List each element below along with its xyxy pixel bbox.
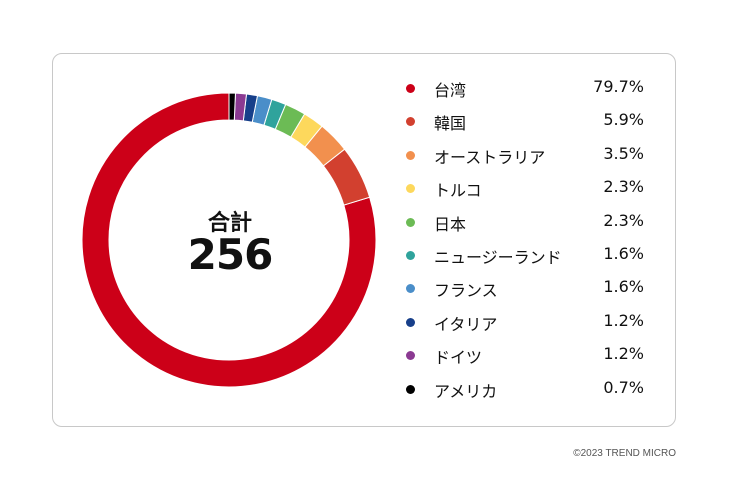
legend-value: 1.2%: [603, 310, 644, 330]
legend-dot: [406, 351, 415, 361]
center-total: 256: [187, 230, 274, 279]
legend-value: 3.5%: [603, 143, 644, 163]
legend-value: 2.3%: [603, 177, 644, 197]
legend-value: 1.2%: [603, 344, 644, 364]
legend-item: トルコ 2.3%: [400, 176, 650, 209]
legend-label: イタリア: [434, 314, 498, 334]
legend-value: 1.6%: [603, 243, 644, 263]
legend-value: 79.7%: [593, 77, 644, 96]
legend-item: ニュージーランド 1.6%: [400, 243, 650, 276]
legend-value: 2.3%: [603, 210, 644, 230]
legend-label: ニュージーランド: [434, 247, 562, 267]
legend-item: アメリカ 0.7%: [400, 377, 650, 410]
legend-label: オーストラリア: [434, 147, 546, 167]
legend-dot: [406, 250, 415, 260]
legend: 台湾 79.7% 韓国 5.9% オーストラリア 3.5% トルコ 2.3% 日本 2.3% ニュー…: [400, 76, 650, 410]
legend-item: イタリア 1.2%: [400, 310, 650, 343]
legend-label: トルコ: [434, 181, 482, 201]
legend-dot: [406, 217, 415, 227]
legend-dot: [406, 150, 415, 160]
legend-dot: [406, 84, 415, 93]
copyright-text: ©2023 TREND MICRO: [573, 448, 676, 459]
legend-dot: [406, 317, 415, 327]
legend-item: 韓国 5.9%: [400, 109, 650, 142]
legend-label: 韓国: [434, 114, 467, 134]
legend-label: 日本: [434, 214, 467, 234]
legend-value: 5.9%: [603, 110, 644, 130]
legend-value: 1.6%: [603, 277, 644, 297]
donut-slice-9: [228, 92, 236, 121]
legend-label: ドイツ: [434, 348, 483, 368]
legend-dot: [406, 117, 415, 127]
legend-dot: [406, 284, 415, 294]
legend-item: 日本 2.3%: [400, 210, 650, 243]
legend-item: オーストラリア 3.5%: [400, 143, 650, 176]
donut-slice-0: [81, 92, 377, 388]
legend-dot: [406, 384, 415, 394]
legend-label: 台湾: [434, 81, 467, 100]
legend-label: アメリカ: [434, 381, 498, 401]
center-title: 合計: [207, 211, 252, 236]
legend-label: フランス: [434, 281, 498, 301]
legend-item: ドイツ 1.2%: [400, 343, 650, 376]
legend-item: フランス 1.6%: [400, 276, 650, 309]
legend-dot: [406, 184, 415, 194]
legend-value: 0.7%: [603, 377, 644, 397]
legend-item: 台湾 79.7%: [400, 76, 650, 109]
